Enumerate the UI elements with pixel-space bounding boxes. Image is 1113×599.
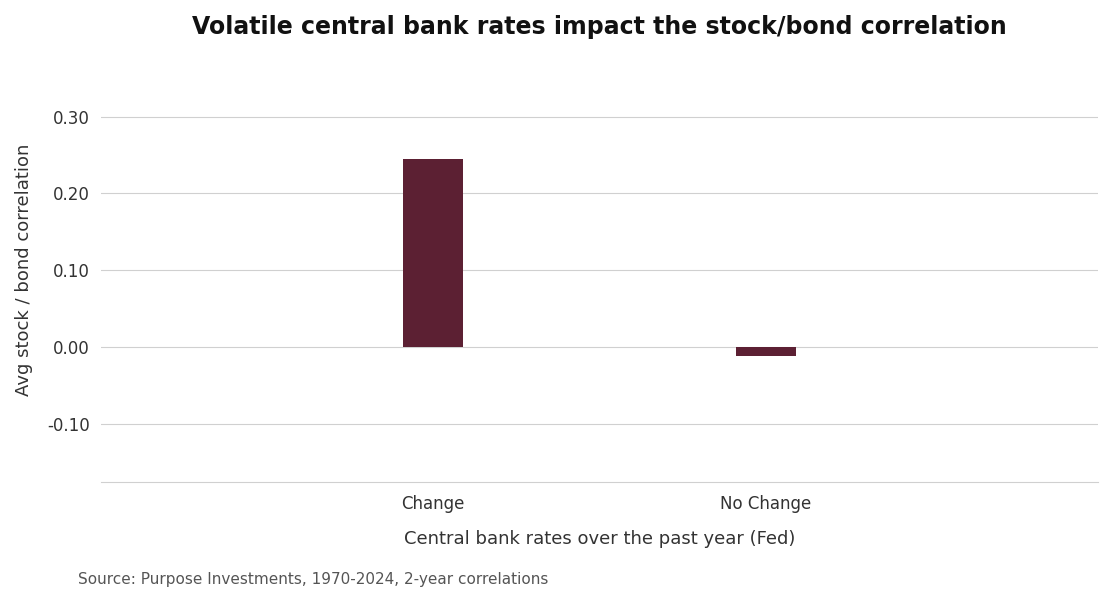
Text: Source: Purpose Investments, 1970-2024, 2-year correlations: Source: Purpose Investments, 1970-2024, … [78,572,549,587]
Title: Volatile central bank rates impact the stock/bond correlation: Volatile central bank rates impact the s… [193,15,1007,39]
Y-axis label: Avg stock / bond correlation: Avg stock / bond correlation [14,144,33,397]
Bar [403,159,463,347]
Bar [736,347,796,356]
X-axis label: Central bank rates over the past year (Fed): Central bank rates over the past year (F… [404,530,795,548]
